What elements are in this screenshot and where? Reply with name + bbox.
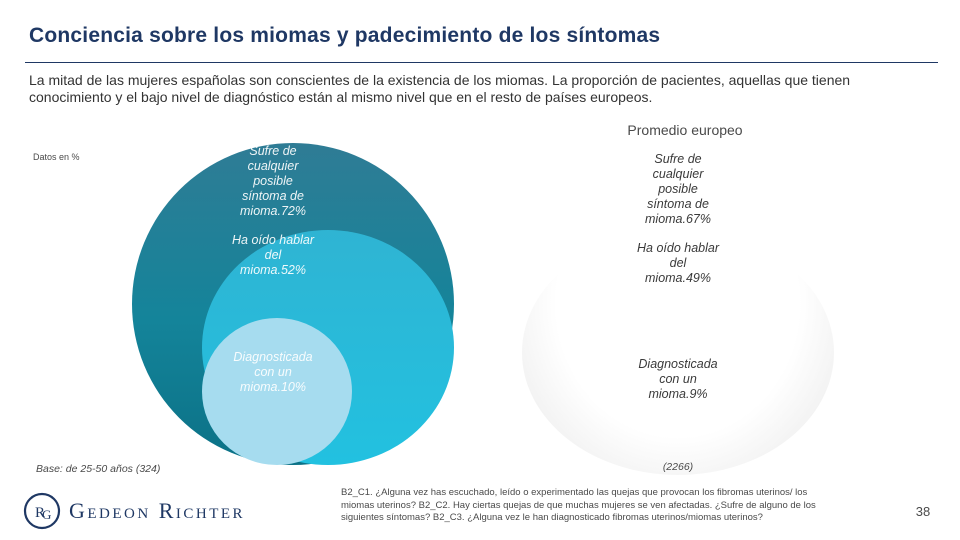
title-divider	[25, 62, 938, 63]
spain-base-note: Base: de 25-50 años (324)	[36, 463, 160, 475]
spain-diagnosed-label: Diagnosticada con un mioma.10%	[227, 350, 319, 395]
europe-diagnosed-label: Diagnosticada con un mioma.9%	[630, 357, 726, 402]
page-number: 38	[908, 504, 938, 519]
logo-mark-g: G	[42, 507, 51, 522]
question-footnote: B2_C1. ¿Alguna vez has escuchado, leído …	[341, 487, 841, 525]
logo-text: Gedeon Richter	[69, 498, 245, 524]
units-note: Datos en %	[33, 152, 80, 162]
logo-mark-icon: R G	[23, 492, 61, 530]
europe-base-note: (2266)	[642, 461, 714, 473]
gedeon-richter-logo: R G Gedeon Richter	[23, 492, 283, 532]
spain-symptoms-label: Sufre de cualquier posible síntoma de mi…	[232, 144, 314, 219]
page-title: Conciencia sobre los miomas y padecimien…	[29, 24, 660, 48]
intro-text: La mitad de las mujeres españolas son co…	[29, 72, 934, 106]
europe-heading: Promedio europeo	[610, 122, 760, 138]
europe-awareness-label: Ha oído hablar del mioma.49%	[637, 241, 719, 286]
europe-symptoms-label: Sufre de cualquier posible síntoma de mi…	[637, 152, 719, 227]
spain-awareness-label: Ha oído hablar del mioma.52%	[232, 233, 314, 278]
